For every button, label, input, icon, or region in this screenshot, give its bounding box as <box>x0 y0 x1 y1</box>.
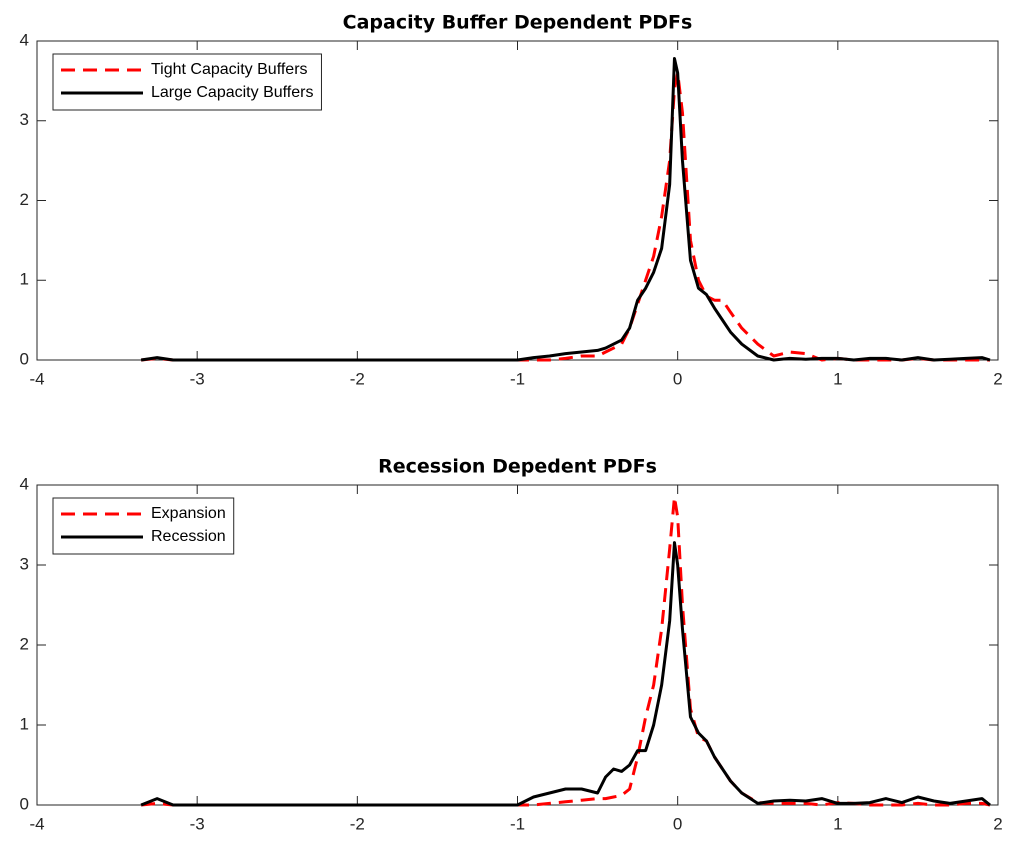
legend-box <box>52 497 235 555</box>
x-tick-label: 2 <box>993 369 1002 388</box>
series-line <box>140 541 991 807</box>
y-tick-label: 1 <box>20 270 29 289</box>
legend: Tight Capacity Buffers Large Capacity Buf… <box>52 53 322 111</box>
x-tick-label: -2 <box>350 814 365 833</box>
series-line <box>140 57 991 362</box>
subplot: Recession Depedent PDFs -4 -3 -2 -1 0 1 2 0 1 2 3 4 E… <box>20 456 1003 834</box>
x-tick-label: -3 <box>190 814 205 833</box>
y-tick-label: 3 <box>20 110 29 129</box>
x-tick-label: -3 <box>190 369 205 388</box>
chart-title: Recession Depedent PDFs <box>378 456 657 478</box>
y-tick-label: 2 <box>20 190 29 209</box>
y-tick-label: 1 <box>20 714 29 733</box>
x-tick-label: -2 <box>350 369 365 388</box>
legend-label: Recession <box>151 528 226 545</box>
series-line <box>140 71 990 362</box>
x-tick-label: 0 <box>673 369 682 388</box>
legend-label: Large Capacity Buffers <box>151 84 313 101</box>
x-tick-label: -4 <box>29 369 44 388</box>
subplot: Capacity Buffer Dependent PDFs -4 -3 -2 -1 0 1… <box>20 12 1003 389</box>
y-tick-label: 2 <box>20 634 29 653</box>
x-tick-label: 1 <box>833 369 842 388</box>
legend-label: Tight Capacity Buffers <box>151 61 308 78</box>
x-tick-label: -1 <box>510 814 525 833</box>
legend: Expansion Recession <box>52 497 235 555</box>
y-tick-label: 0 <box>20 794 29 813</box>
x-tick-label: -4 <box>29 814 44 833</box>
y-tick-label: 0 <box>20 349 29 368</box>
x-tick-label: 2 <box>993 814 1002 833</box>
x-tick-label: -1 <box>510 369 525 388</box>
legend-box <box>52 53 322 111</box>
chart-title: Capacity Buffer Dependent PDFs <box>343 12 693 34</box>
y-tick-label: 4 <box>20 474 29 493</box>
legend-label: Expansion <box>151 505 226 522</box>
x-tick-label: 1 <box>833 814 842 833</box>
x-tick-label: 0 <box>673 814 682 833</box>
y-tick-label: 3 <box>20 554 29 573</box>
y-tick-label: 4 <box>20 30 29 49</box>
